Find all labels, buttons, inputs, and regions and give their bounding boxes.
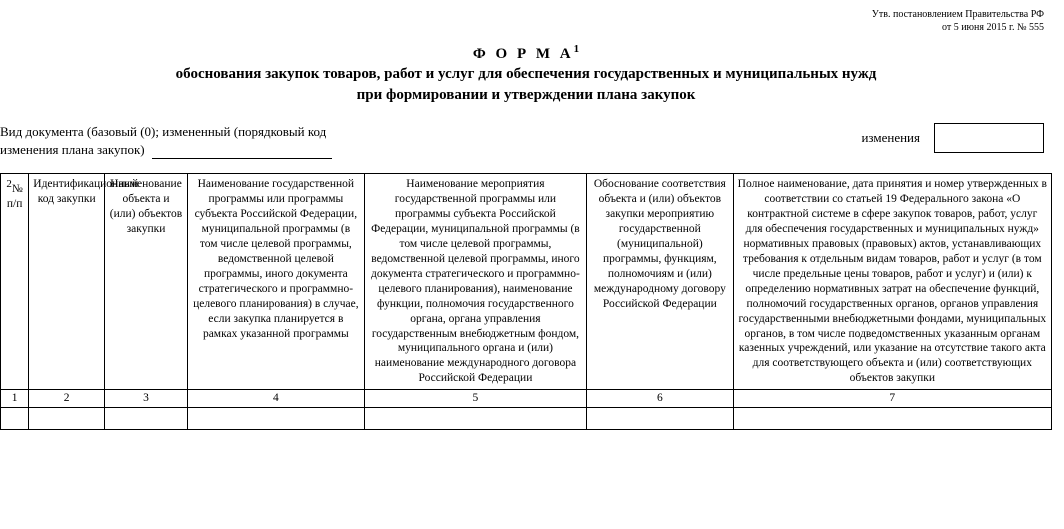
- cell-4: [187, 408, 364, 430]
- doc-type-underline: [152, 145, 332, 159]
- doc-type-line2-prefix: изменения плана закупок): [0, 142, 145, 157]
- number-row: 1 2 3 4 5 6 7: [1, 390, 1052, 408]
- title-sup: 1: [574, 43, 580, 55]
- col-header-5: Наименование мероприятия государственной…: [364, 174, 586, 390]
- title-block: Ф О Р М А1 обоснования закупок товаров, …: [0, 42, 1052, 105]
- doc-type-line1: Вид документа (базовый (0); измененный (…: [0, 123, 332, 141]
- cell-1: [1, 408, 29, 430]
- changes-label: изменения: [861, 130, 920, 146]
- col-num-4: 4: [187, 390, 364, 408]
- approval-block: Утв. постановлением Правительства РФ от …: [0, 8, 1052, 34]
- doc-type-text: Вид документа (базовый (0); измененный (…: [0, 123, 338, 159]
- col-header-3: Наименование объекта и (или) объектов за…: [105, 174, 188, 390]
- col-num-5: 5: [364, 390, 586, 408]
- col-header-4: Наименование государственной программы и…: [187, 174, 364, 390]
- approval-line2: от 5 июня 2015 г. № 555: [0, 21, 1044, 34]
- col-num-1: 1: [1, 390, 29, 408]
- approval-line1: Утв. постановлением Правительства РФ: [0, 8, 1044, 21]
- changes-box: [934, 123, 1044, 153]
- cell-7: [733, 408, 1051, 430]
- title-line2: обоснования закупок товаров, работ и усл…: [0, 64, 1052, 84]
- col-num-7: 7: [733, 390, 1051, 408]
- col-header-7: Полное наименование, дата принятия и ном…: [733, 174, 1051, 390]
- cell-6: [587, 408, 734, 430]
- title-word: Ф О Р М А: [473, 46, 574, 62]
- doc-type-line2-wrap: изменения плана закупок): [0, 141, 332, 159]
- empty-row: [1, 408, 1052, 430]
- title-line3: при формировании и утверждении плана зак…: [0, 85, 1052, 105]
- col-num-2: 2: [29, 390, 105, 408]
- doc-type-row: Вид документа (базовый (0); измененный (…: [0, 123, 1052, 159]
- col-header-6: Обоснование соответствия объекта и (или)…: [587, 174, 734, 390]
- col-header-1: 2№ п/п: [1, 174, 29, 390]
- col-num-6: 6: [587, 390, 734, 408]
- col-num-3: 3: [105, 390, 188, 408]
- changes-block: изменения: [861, 123, 1052, 153]
- col-header-2: Идентификационный код закупки: [29, 174, 105, 390]
- cell-5: [364, 408, 586, 430]
- cell-3: [105, 408, 188, 430]
- main-table: 2№ п/п Идентификационный код закупки Наи…: [0, 173, 1052, 430]
- header-row: 2№ п/п Идентификационный код закупки Наи…: [1, 174, 1052, 390]
- title-line1-wrap: Ф О Р М А1: [0, 42, 1052, 64]
- cell-2: [29, 408, 105, 430]
